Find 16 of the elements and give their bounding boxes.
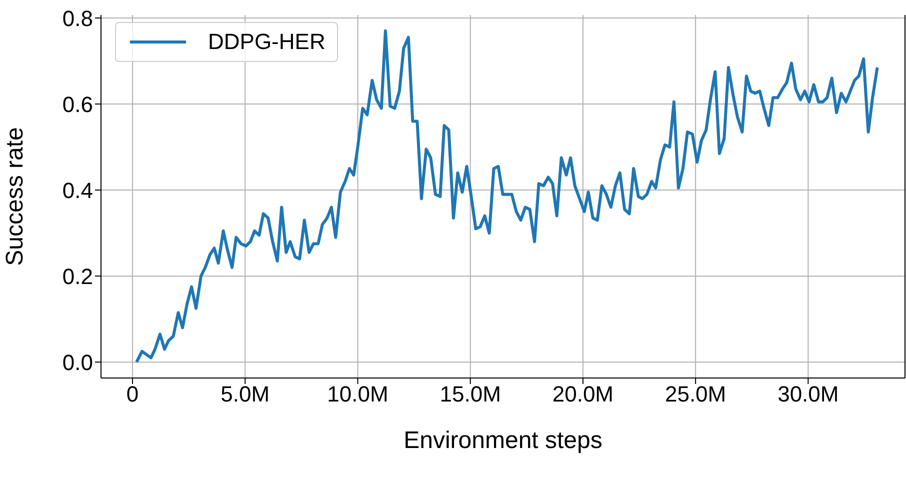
- y-tick-label: 0.2: [62, 264, 93, 289]
- x-tick-label: 5.0M: [220, 382, 270, 407]
- x-tick-label: 15.0M: [440, 382, 501, 407]
- y-tick-label: 0.4: [62, 178, 93, 203]
- x-tick-label: 20.0M: [552, 382, 614, 407]
- x-tick-label: 0: [126, 382, 139, 407]
- x-axis-title: Environment steps: [404, 427, 602, 454]
- y-tick-label: 0.8: [62, 6, 93, 31]
- y-tick-label: 0.0: [62, 350, 93, 375]
- line-series: [135, 29, 879, 364]
- y-tick-label: 0.6: [62, 92, 93, 117]
- x-tick-label: 10.0M: [327, 382, 388, 407]
- x-tick-label: 30.0M: [778, 382, 839, 407]
- legend-label: DDPG-HER: [208, 29, 326, 55]
- x-tick-label: 25.0M: [664, 382, 726, 407]
- y-axis-title: Success rate: [2, 127, 29, 266]
